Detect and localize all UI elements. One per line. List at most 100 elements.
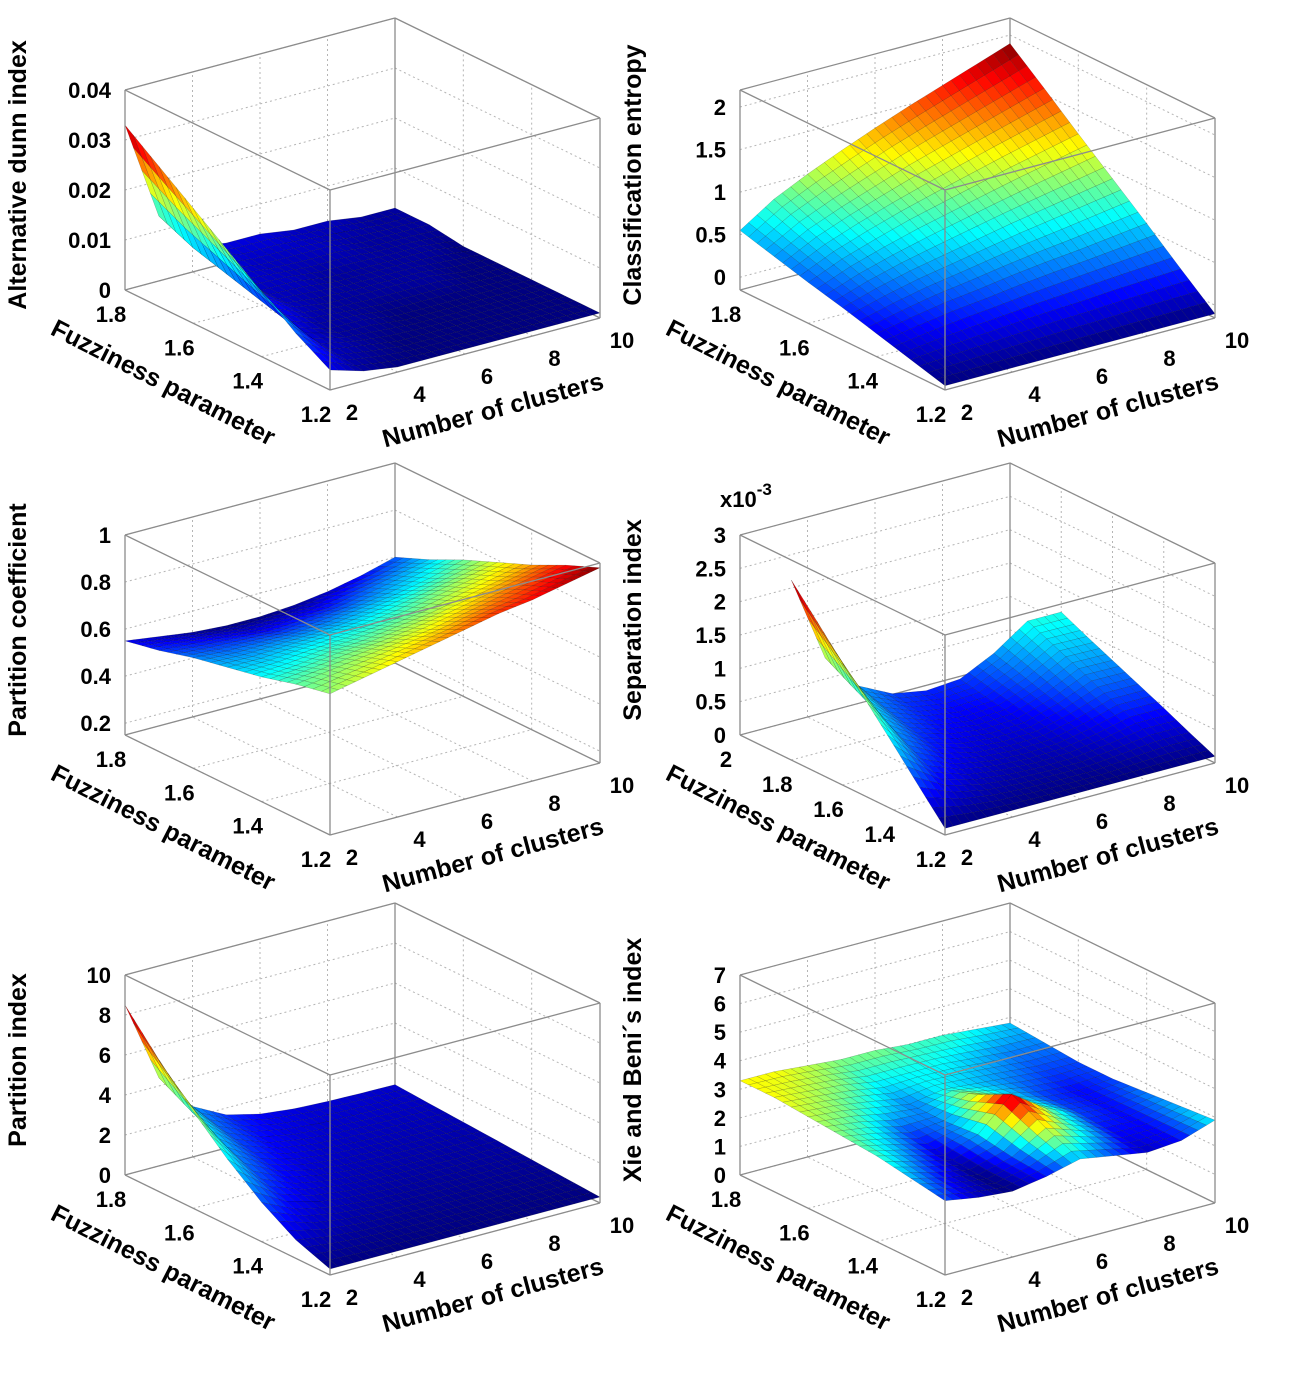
surface-facet	[1138, 1092, 1156, 1101]
y-tick-label: 1.4	[847, 369, 878, 394]
surface-facet	[917, 210, 936, 225]
grid-line	[1009, 34, 1216, 136]
surface-facet	[925, 797, 941, 808]
surface-facet	[849, 182, 868, 197]
surface-facet	[549, 582, 567, 588]
z-tick-label: 1	[714, 180, 726, 205]
chart-separation-index: 0 0.5 1 1.5 2 2.5 3 2 4 6 8 10 1.2 1.4 1.6 1.8 2 Number o…	[615, 445, 1265, 900]
x-tick-label: 8	[548, 346, 560, 371]
surface	[124, 124, 601, 372]
z-tick-label: 0.4	[80, 664, 111, 689]
surface-facet	[951, 1086, 969, 1090]
surface-facet	[489, 1154, 507, 1162]
surface-facet	[396, 1178, 414, 1186]
surface-facet	[1174, 756, 1190, 766]
z-tick-label: 3	[714, 523, 726, 548]
surface-facet	[369, 1116, 388, 1124]
surface-facet	[430, 1169, 448, 1178]
surface-facet	[437, 242, 456, 249]
surface-facet	[124, 639, 143, 644]
surface-facet	[1061, 167, 1079, 184]
surface-facet	[1058, 759, 1074, 767]
surface-facet	[1062, 340, 1081, 353]
surface-facet	[396, 627, 414, 632]
surface-facet	[369, 225, 388, 232]
z-tick-label: 0	[99, 278, 111, 303]
grid-line	[876, 1169, 1147, 1243]
z-axis-label: Alternative dunn index	[4, 40, 32, 310]
surface-facet	[337, 654, 355, 660]
surface-facet	[884, 1105, 902, 1113]
box-edge	[944, 562, 1216, 636]
surface-facet	[260, 268, 278, 275]
surface-facet	[344, 1135, 363, 1143]
surface-facet	[918, 1160, 937, 1167]
surface-facet	[327, 1119, 345, 1127]
surface-facet	[808, 276, 826, 289]
surface-facet	[286, 669, 305, 675]
surface-facet	[363, 363, 381, 371]
grid-line	[394, 509, 601, 611]
y-tick-label: 1.8	[96, 747, 127, 772]
surface-facet	[387, 610, 405, 615]
surface-facet	[1183, 754, 1199, 764]
surface-facet	[970, 717, 987, 726]
surface-facet	[150, 642, 168, 647]
grid-line	[791, 687, 1062, 761]
surface-facet	[952, 1116, 970, 1128]
surface-facet	[464, 1223, 483, 1231]
surface-facet	[1104, 1137, 1123, 1144]
surface-facet	[984, 1047, 1003, 1055]
x-tick-label: 10	[610, 773, 634, 798]
surface-facet	[404, 261, 422, 268]
surface-facet	[303, 663, 322, 669]
surface-facet	[985, 1085, 1003, 1091]
surface-facet	[252, 671, 271, 678]
surface-facet	[386, 566, 404, 572]
box-edge	[944, 1002, 1216, 1076]
surface-facet	[917, 183, 935, 198]
y-tick-label: 1.8	[711, 1187, 742, 1212]
surface-facet	[488, 562, 507, 568]
surface-facet	[910, 1160, 928, 1168]
x-tick-label: 4	[1028, 827, 1041, 852]
surface-facet	[1172, 309, 1190, 323]
surface-facet	[319, 1121, 337, 1129]
surface-facet	[480, 1156, 499, 1164]
surface-facet	[986, 1188, 1005, 1195]
surface-facet	[506, 1163, 524, 1172]
surface-facet	[1155, 1106, 1173, 1116]
surface-facet	[404, 615, 423, 621]
z-tick-label: 2	[714, 1106, 726, 1131]
surface-facet	[773, 1069, 791, 1077]
box-edge	[329, 1002, 601, 1076]
x-tick-label: 4	[413, 1267, 426, 1292]
grid-line	[739, 529, 1011, 603]
surface-facet	[953, 371, 971, 382]
grid-line	[1009, 988, 1216, 1090]
surface-facet	[396, 319, 414, 326]
surface-facet	[773, 249, 792, 264]
surface-facet	[413, 1215, 432, 1224]
surface-facet	[362, 324, 381, 333]
surface-facet	[925, 120, 944, 137]
surface-facet	[378, 584, 396, 590]
box-edge	[124, 734, 331, 836]
surface-facet	[866, 185, 885, 200]
surface-facet	[388, 647, 406, 653]
surface-facet	[277, 621, 295, 626]
surface-facet	[304, 682, 322, 690]
surface-facet	[875, 194, 893, 209]
surface-facet	[270, 675, 288, 681]
surface-facet	[978, 1189, 996, 1197]
surface-facet	[473, 337, 491, 345]
surface-facet	[338, 679, 356, 686]
z-tick-label: 0.5	[695, 690, 726, 715]
surface-facet	[329, 351, 347, 361]
surface-facet	[951, 704, 967, 713]
surface-facet	[867, 1150, 886, 1157]
y-tick-label: 1.8	[711, 302, 742, 327]
surface-facet	[1005, 778, 1021, 786]
grid-line	[192, 271, 398, 373]
